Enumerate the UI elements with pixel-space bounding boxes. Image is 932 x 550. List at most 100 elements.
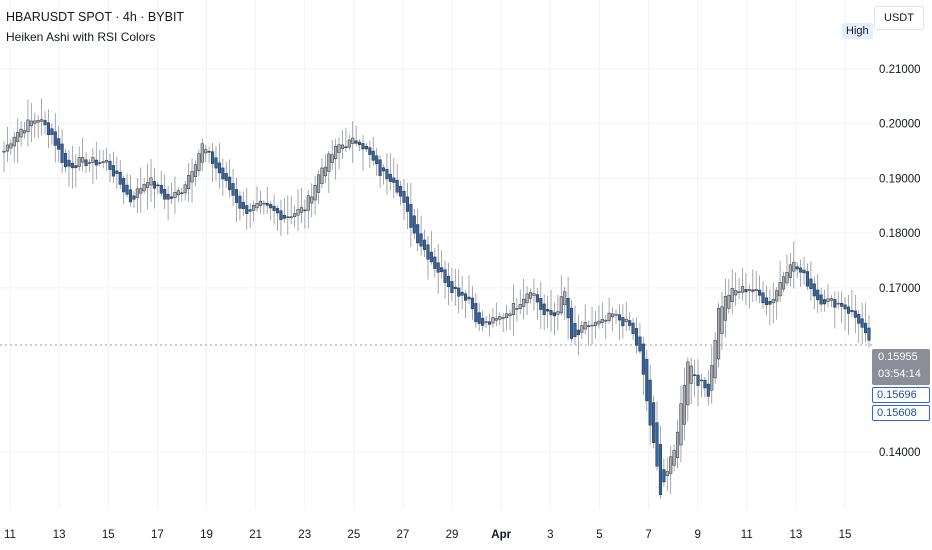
candle-body bbox=[693, 374, 697, 376]
candle bbox=[665, 457, 669, 491]
candle-body bbox=[761, 292, 765, 304]
candle bbox=[655, 401, 659, 471]
candle bbox=[699, 373, 704, 398]
candle bbox=[542, 294, 546, 331]
candle-body bbox=[689, 365, 693, 384]
candle-body bbox=[207, 151, 211, 153]
time-tick-label: 15 bbox=[839, 529, 852, 541]
candle-body bbox=[600, 319, 604, 323]
candle bbox=[248, 203, 252, 228]
candle bbox=[166, 185, 170, 221]
candle-body bbox=[805, 271, 810, 287]
candle bbox=[713, 331, 717, 384]
candle bbox=[624, 301, 628, 332]
candle-body bbox=[334, 146, 338, 159]
candle bbox=[98, 149, 102, 167]
candle-body bbox=[98, 162, 102, 164]
candle-body bbox=[706, 383, 710, 397]
candle bbox=[433, 248, 437, 278]
candle-body bbox=[699, 379, 704, 382]
candle-body bbox=[347, 139, 351, 148]
candle bbox=[556, 294, 560, 331]
candle bbox=[799, 259, 803, 287]
candle-body bbox=[60, 143, 64, 163]
candle-body bbox=[40, 119, 44, 122]
candle bbox=[105, 148, 109, 171]
candle bbox=[552, 302, 557, 336]
candle bbox=[214, 146, 218, 181]
candle bbox=[224, 161, 228, 189]
candle-body bbox=[368, 147, 372, 155]
candle bbox=[275, 205, 280, 231]
candle bbox=[477, 302, 481, 332]
candle-body bbox=[628, 320, 632, 326]
candle bbox=[501, 312, 505, 332]
candle bbox=[781, 271, 786, 293]
candle-body bbox=[46, 122, 50, 135]
candle-body bbox=[385, 169, 389, 180]
candle bbox=[494, 302, 498, 327]
current-price-value: 0.15955 bbox=[878, 351, 918, 363]
candle-body bbox=[429, 251, 433, 263]
candle bbox=[850, 289, 854, 317]
candle bbox=[730, 269, 734, 315]
candle-body bbox=[778, 282, 782, 297]
price-axis[interactable]: 0.14000 0.17000 0.18000 0.19000 0.20000 0.210… bbox=[879, 64, 921, 459]
candle-body bbox=[57, 138, 61, 150]
candle-body bbox=[221, 167, 225, 180]
candle-body bbox=[388, 173, 392, 182]
candle bbox=[169, 182, 174, 204]
candle bbox=[211, 142, 215, 183]
candle bbox=[139, 167, 143, 213]
candle bbox=[193, 160, 198, 187]
candle bbox=[419, 215, 423, 256]
candle bbox=[710, 346, 714, 404]
candle bbox=[5, 126, 9, 162]
candle-body bbox=[788, 264, 792, 278]
currency-selector[interactable]: USDT bbox=[874, 6, 924, 30]
candle-body bbox=[118, 171, 122, 185]
candle bbox=[734, 272, 738, 306]
candle-body bbox=[132, 195, 136, 200]
time-tick-label: 13 bbox=[789, 529, 802, 541]
candle bbox=[16, 118, 20, 163]
candle bbox=[217, 143, 221, 189]
candle bbox=[358, 138, 362, 152]
time-tick-label: 11 bbox=[741, 529, 753, 541]
candle bbox=[600, 302, 604, 329]
candle-body bbox=[675, 431, 680, 459]
symbol-title[interactable]: HBARUSDT SPOT · 4h · BYBIT bbox=[6, 10, 185, 24]
candle-body bbox=[426, 244, 430, 260]
candle bbox=[50, 123, 54, 145]
grid-lines bbox=[0, 0, 872, 510]
candle-body bbox=[275, 208, 280, 214]
indicator-name[interactable]: Heiken Ashi with RSI Colors bbox=[6, 30, 156, 44]
candle bbox=[282, 197, 286, 223]
candle bbox=[286, 195, 290, 235]
candle-body bbox=[33, 120, 37, 124]
candle-body bbox=[255, 203, 259, 209]
candle bbox=[197, 149, 201, 177]
candle bbox=[200, 138, 204, 172]
candle-body bbox=[621, 317, 625, 327]
candle bbox=[81, 137, 85, 172]
candle-body bbox=[843, 304, 847, 310]
time-axis[interactable]: 11 13 15 17 19 21 23 25 27 29 Apr 3 5 7 9 11 13 15 bbox=[4, 529, 851, 541]
candle bbox=[122, 175, 126, 205]
candle bbox=[453, 268, 457, 306]
time-tick-label: 25 bbox=[347, 529, 360, 541]
candle bbox=[706, 370, 710, 406]
candle bbox=[347, 134, 351, 151]
candle bbox=[652, 395, 656, 449]
candle-body bbox=[532, 293, 536, 296]
candle-body bbox=[446, 275, 451, 287]
candle-body bbox=[26, 119, 30, 133]
candle bbox=[334, 138, 338, 180]
candle-body bbox=[590, 324, 594, 327]
candle bbox=[375, 148, 379, 176]
candle bbox=[737, 278, 741, 300]
candle-body bbox=[556, 311, 560, 315]
candle-body bbox=[279, 210, 283, 221]
candle-body bbox=[166, 193, 170, 200]
